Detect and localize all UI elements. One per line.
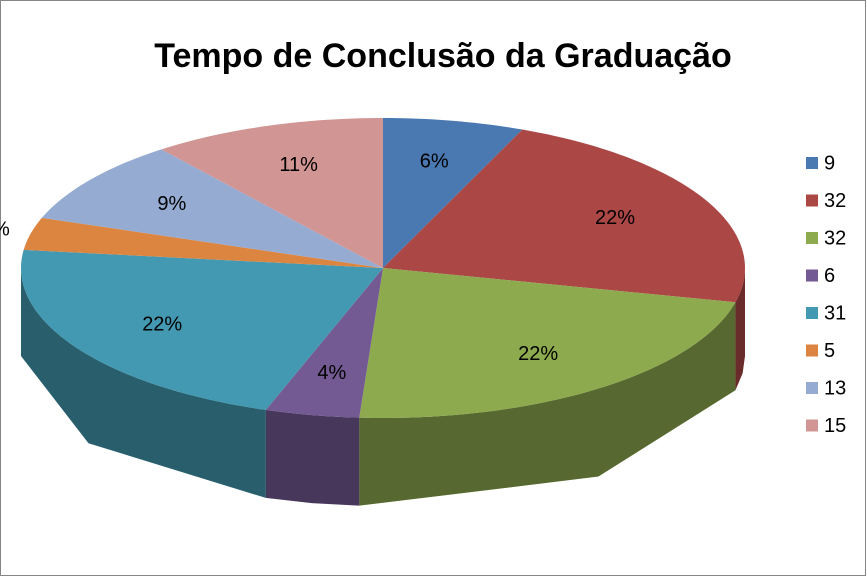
legend-swatch [806, 382, 818, 394]
legend-label: 31 [824, 302, 846, 324]
legend-label: 9 [824, 152, 835, 174]
slice [265, 268, 383, 418]
slice [383, 129, 745, 303]
data-label: 4% [0, 219, 10, 241]
data-label: 11% [279, 154, 318, 176]
data-label: 22% [595, 207, 635, 229]
legend-swatch [806, 307, 818, 319]
slice-side-shade [735, 268, 745, 391]
data-label: 6% [420, 150, 449, 172]
slice [21, 249, 383, 410]
slice [359, 268, 736, 418]
chart-title: Tempo de Conclusão da Graduação [154, 37, 732, 75]
legend-swatch [806, 232, 818, 244]
legend-label: 5 [824, 340, 835, 362]
legend-swatch [806, 194, 818, 207]
slice-side [21, 268, 266, 498]
slice [23, 217, 383, 268]
legend-label: 15 [824, 415, 846, 437]
legend-label: 6 [824, 265, 835, 287]
data-label: 22% [142, 314, 182, 336]
legend-swatch [806, 419, 818, 432]
legend-label: 32 [824, 227, 846, 249]
slice-side-shade [265, 409, 360, 506]
slice-side [735, 268, 745, 391]
slice-side-shade [359, 302, 736, 506]
legend-swatch [806, 344, 818, 357]
slice-side-shade [21, 268, 266, 498]
slice-side [265, 409, 360, 506]
legend-label: 32 [824, 190, 846, 212]
legend-swatch [806, 269, 818, 282]
legend-swatch [806, 157, 818, 169]
legend-label: 13 [824, 377, 846, 399]
slice [41, 149, 384, 268]
data-label: 4% [317, 362, 346, 384]
data-label: 9% [157, 193, 186, 215]
slice-side [359, 302, 736, 506]
slice [161, 118, 383, 268]
data-label: 22% [518, 343, 558, 365]
slice [383, 118, 523, 268]
